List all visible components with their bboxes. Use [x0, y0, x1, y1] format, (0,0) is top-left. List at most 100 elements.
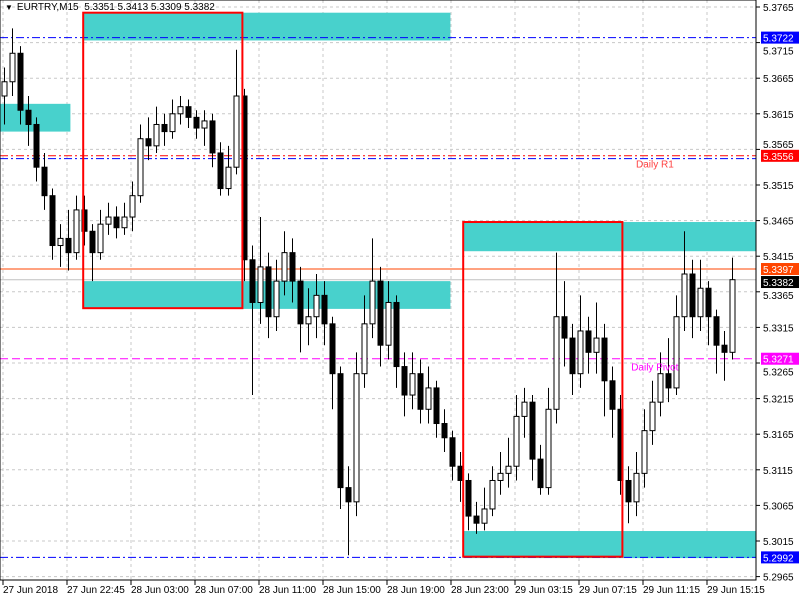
candle — [137, 124, 144, 203]
candle-body — [585, 330, 592, 353]
supply-demand-zone — [463, 222, 756, 252]
candle — [481, 487, 488, 531]
candle — [641, 409, 648, 488]
candle — [161, 113, 168, 146]
candle-body — [145, 138, 152, 147]
candle-body — [521, 401, 528, 417]
candle — [217, 142, 224, 196]
price-tag-label: 5.3271 — [763, 355, 794, 366]
x-tick-label: 28 Jun 19:00 — [387, 585, 445, 596]
candle-body — [633, 472, 640, 503]
x-tick-label: 27 Jun 22:45 — [67, 585, 125, 596]
price-tag-label: 5.3397 — [763, 265, 794, 276]
candle — [185, 99, 192, 129]
candle — [561, 281, 568, 367]
candle — [497, 452, 504, 495]
candle-body — [697, 287, 704, 318]
candle — [529, 395, 536, 481]
candle — [97, 209, 104, 260]
candle — [681, 231, 688, 331]
candle-body — [33, 123, 40, 168]
candle — [521, 387, 528, 438]
candle-body — [9, 52, 16, 83]
candle — [465, 473, 472, 531]
candle-body — [569, 337, 576, 375]
candle-body — [393, 301, 400, 368]
candle — [113, 206, 120, 239]
candle-body — [665, 373, 672, 389]
y-tick-label: 5.3715 — [763, 47, 794, 58]
candle — [721, 330, 728, 381]
y-tick-label: 5.3115 — [763, 466, 793, 477]
candle — [377, 266, 384, 367]
candle-body — [81, 209, 88, 232]
x-tick-label: 27 Jun 2018 — [3, 585, 58, 596]
price-tag-label: 5.3556 — [763, 152, 794, 163]
candle-body — [289, 252, 296, 282]
candle-body — [297, 280, 304, 325]
candle — [449, 430, 456, 481]
candle-body — [497, 472, 504, 481]
candle — [129, 181, 136, 232]
candle — [233, 49, 240, 175]
candle — [585, 316, 592, 374]
candle-body — [649, 401, 656, 432]
candle-body — [673, 316, 680, 389]
candle-body — [225, 166, 232, 190]
candle-body — [233, 95, 240, 168]
candle-body — [65, 237, 72, 254]
candle-body — [169, 113, 176, 133]
candle-body — [489, 479, 496, 510]
candle — [297, 266, 304, 353]
price-tag-label: 5.2992 — [763, 553, 794, 564]
y-tick-label: 5.3615 — [763, 110, 794, 121]
dropdown-triangle-icon[interactable]: ▼ — [5, 3, 13, 12]
candle-body — [553, 316, 560, 410]
candle-body — [641, 430, 648, 474]
candle-body — [113, 216, 120, 229]
x-tick-label: 28 Jun 11:00 — [259, 585, 317, 596]
price-tag — [761, 31, 799, 44]
candle-body — [121, 216, 128, 229]
chart-header: ▼ EURTRY,M15 5.3351 5.3413 5.3309 5.3382 — [5, 2, 215, 13]
candle-body — [721, 344, 728, 353]
candle — [153, 106, 160, 153]
candle-body — [89, 230, 96, 254]
x-tick-label: 28 Jun 15:00 — [323, 585, 381, 596]
candle-body — [681, 273, 688, 318]
candle — [145, 117, 152, 161]
price-axis-bg — [757, 0, 800, 600]
candle-body — [537, 458, 544, 489]
candle — [417, 359, 424, 424]
candle — [625, 466, 632, 524]
candle — [393, 295, 400, 388]
candle-body — [729, 279, 736, 353]
price-tag-label: 5.3722 — [763, 34, 794, 45]
candle-body — [41, 166, 48, 197]
candle-body — [361, 323, 368, 375]
candle-body — [481, 508, 488, 524]
candle — [169, 99, 176, 139]
candle-body — [153, 123, 160, 147]
x-tick-label: 29 Jun 07:15 — [579, 585, 637, 596]
candle — [9, 28, 16, 96]
candle-body — [409, 373, 416, 396]
candle-body — [713, 316, 720, 346]
candle — [313, 274, 320, 339]
supply-demand-zone — [83, 12, 451, 41]
candle — [409, 352, 416, 410]
candle — [177, 96, 184, 125]
candle-body — [601, 337, 608, 382]
y-tick-label: 5.2965 — [763, 573, 794, 584]
candle-body — [337, 373, 344, 489]
candle-body — [137, 138, 144, 197]
candle — [249, 245, 256, 396]
candle — [441, 409, 448, 452]
candle-body — [609, 380, 616, 410]
y-tick-label: 5.3765 — [763, 3, 794, 14]
candle — [89, 224, 96, 282]
x-tick-label: 29 Jun 15:15 — [707, 585, 765, 596]
candle-body — [625, 479, 632, 503]
candle — [345, 466, 352, 556]
